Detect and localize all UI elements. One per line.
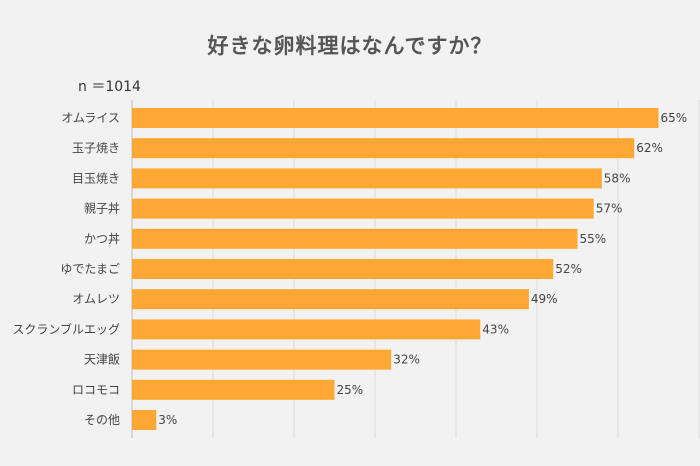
- bar: [132, 319, 481, 340]
- value-label: 43%: [482, 322, 509, 336]
- value-label: 52%: [555, 262, 582, 276]
- category-label: かつ丼: [84, 232, 120, 246]
- value-label: 62%: [636, 141, 663, 155]
- bar: [132, 138, 635, 159]
- bar: [132, 379, 335, 400]
- category-label: その他: [84, 413, 120, 427]
- category-label: オムライス: [61, 111, 120, 125]
- bar: [132, 349, 392, 370]
- value-label: 3%: [158, 413, 177, 427]
- category-label: スクランブルエッグ: [12, 321, 120, 336]
- bar: [132, 198, 594, 219]
- bar: [132, 289, 529, 310]
- bar: [132, 259, 554, 279]
- category-label: オムレツ: [72, 292, 120, 306]
- value-label: 55%: [580, 232, 607, 246]
- category-label: 玉子焼き: [72, 141, 120, 155]
- value-label: 49%: [531, 292, 558, 306]
- bar: [132, 410, 157, 430]
- bar: [132, 108, 659, 128]
- value-label: 57%: [596, 202, 623, 216]
- bars: [132, 108, 659, 430]
- sample-size-label: n ＝1014: [78, 79, 141, 95]
- category-label: 目玉焼き: [72, 171, 120, 185]
- value-label: 58%: [604, 171, 631, 185]
- category-label: ゆでたまご: [60, 261, 120, 276]
- category-label: 親子丼: [84, 202, 120, 216]
- value-label: 32%: [393, 353, 420, 367]
- category-label: 天津飯: [84, 352, 120, 367]
- category-label: ロコモコ: [72, 383, 120, 397]
- bar: [132, 168, 602, 189]
- bar: [132, 228, 578, 249]
- chart-title: 好きな卵料理はなんですか？: [207, 34, 493, 58]
- labels: オムライス 65% 玉子焼き 62% 目玉焼き 58% 親子丼 57% かつ丼 55% ゆでたまご 5…: [12, 111, 687, 427]
- value-label: 65%: [661, 111, 688, 125]
- value-label: 25%: [337, 383, 364, 397]
